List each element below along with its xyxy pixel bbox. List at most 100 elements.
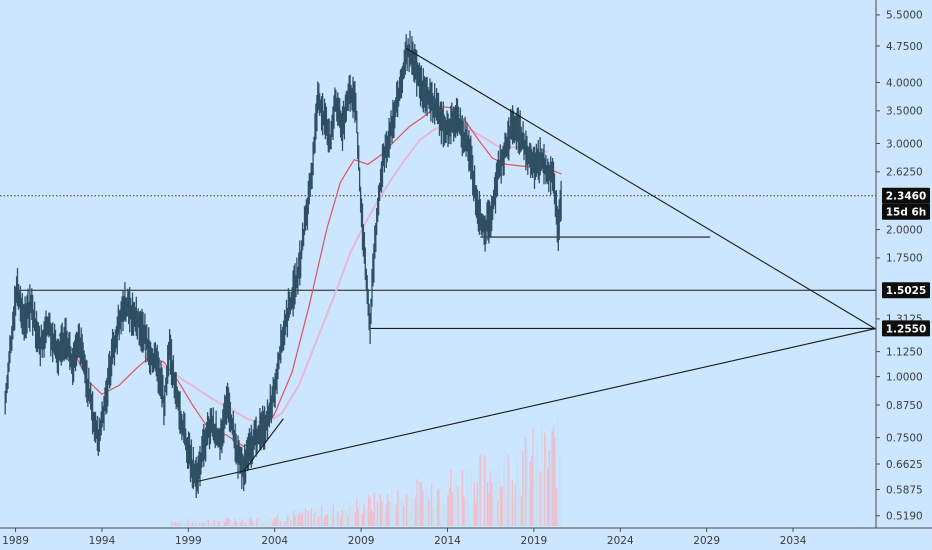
volume-bar <box>357 508 359 526</box>
volume-bar <box>475 503 477 526</box>
volume-bar <box>229 519 232 526</box>
volume-bar <box>362 513 364 526</box>
volume-bar <box>536 438 539 526</box>
x-tick-label: 2014 <box>434 535 461 547</box>
volume-bar <box>253 521 255 526</box>
volume-bar <box>178 522 180 526</box>
volume-bar <box>279 520 282 526</box>
volume-bar <box>212 523 214 526</box>
countdown-badge-label: 15d 6h <box>886 207 927 219</box>
volume-bar <box>259 518 261 526</box>
volume-bar <box>172 523 174 526</box>
volume-bar <box>431 484 433 526</box>
volume-bar <box>489 471 492 526</box>
volume-bar <box>268 516 270 526</box>
volume-bar <box>213 519 215 526</box>
volume-bar <box>196 521 198 526</box>
volume-bar <box>406 494 408 526</box>
descending-resistance-trendline[interactable] <box>405 47 877 330</box>
volume-bar <box>482 487 484 526</box>
ascending-support-trendline[interactable] <box>196 327 877 483</box>
volume-bar <box>310 508 312 526</box>
volume-bar <box>372 512 374 526</box>
volume-bar <box>464 500 467 526</box>
volume-bar <box>451 492 453 526</box>
volume-bar <box>226 517 229 526</box>
volume-bar <box>325 515 327 526</box>
volume-bar <box>216 521 218 526</box>
y-axis-ticks[interactable]: 5.5000 4.7500 4.0000 3.5000 3.0000 2.6250 2.00… <box>876 10 923 523</box>
y-tick-label: 0.5190 <box>886 511 923 523</box>
volume-bar <box>530 455 533 526</box>
volume-bar <box>500 486 502 526</box>
volume-bar <box>416 479 418 526</box>
price-badges: 2.3460 15d 6h 1.5025 1.2550 <box>882 187 930 337</box>
volume-bar <box>207 519 210 526</box>
volume-bar <box>209 522 211 526</box>
volume-bar <box>317 516 320 526</box>
countdown-badge-box <box>882 203 930 220</box>
volume-bar <box>266 520 268 526</box>
volume-bar <box>376 501 379 526</box>
volume-bar <box>181 521 183 526</box>
volume-bar <box>367 495 370 526</box>
volume-bar <box>404 495 406 526</box>
volume-bar <box>275 518 277 526</box>
volume-bar <box>407 496 409 526</box>
volume-bar <box>533 479 536 526</box>
volume-bar <box>265 515 267 526</box>
volume-bar <box>510 498 512 526</box>
volume-bar <box>219 520 221 526</box>
volume-bar <box>256 518 258 526</box>
volume-bar <box>348 501 351 526</box>
volume-bar <box>356 498 358 526</box>
volume-bar <box>232 521 235 526</box>
volume-bar <box>388 502 390 526</box>
volume-bar <box>171 521 173 526</box>
volume-bar <box>344 510 346 526</box>
x-tick-label: 2024 <box>607 535 634 547</box>
volume-bar <box>364 510 367 526</box>
volume-bar <box>501 486 503 526</box>
volume-bar <box>234 518 236 526</box>
volume-bar <box>200 521 202 526</box>
volume-bar <box>329 505 332 526</box>
volume-bar <box>182 520 185 526</box>
volume-bar <box>432 509 434 526</box>
lower-touch-trendline[interactable] <box>243 418 284 472</box>
volume-bar <box>315 510 317 526</box>
volume-bar <box>257 515 260 526</box>
volume-bar <box>460 487 462 526</box>
volume-bar <box>369 497 371 526</box>
volume-bar <box>395 503 398 526</box>
volume-bar <box>288 515 290 526</box>
volume-bar <box>247 522 249 526</box>
volume-bar <box>517 481 520 526</box>
x-tick-label: 1989 <box>2 535 29 547</box>
volume-bar <box>409 512 411 526</box>
volume-bar <box>513 497 515 526</box>
volume-bar <box>558 453 561 526</box>
volume-bar <box>503 463 505 526</box>
volume-bar <box>228 518 230 526</box>
volume-bar <box>272 521 274 526</box>
volume-bar <box>479 454 481 526</box>
volume-bar <box>359 499 361 526</box>
volume-bar <box>428 499 430 526</box>
y-tick-label: 0.6625 <box>886 459 923 471</box>
volume-bar <box>381 501 383 526</box>
volume-bar <box>382 499 384 526</box>
volume-bar <box>307 510 309 526</box>
x-axis-ticks[interactable]: 1989 1994 1999 2004 2009 2014 2019 2024 2029 2034 <box>2 528 807 547</box>
volume-bar <box>557 413 559 526</box>
volume-bar <box>391 489 393 526</box>
volume-bar <box>551 430 553 526</box>
y-tick-label: 1.7500 <box>886 253 923 265</box>
volume-bar <box>322 518 324 526</box>
volume-bar <box>458 501 461 526</box>
volume-bar <box>439 505 442 526</box>
x-tick-label: 2019 <box>521 535 548 547</box>
volume-bar <box>174 521 176 526</box>
